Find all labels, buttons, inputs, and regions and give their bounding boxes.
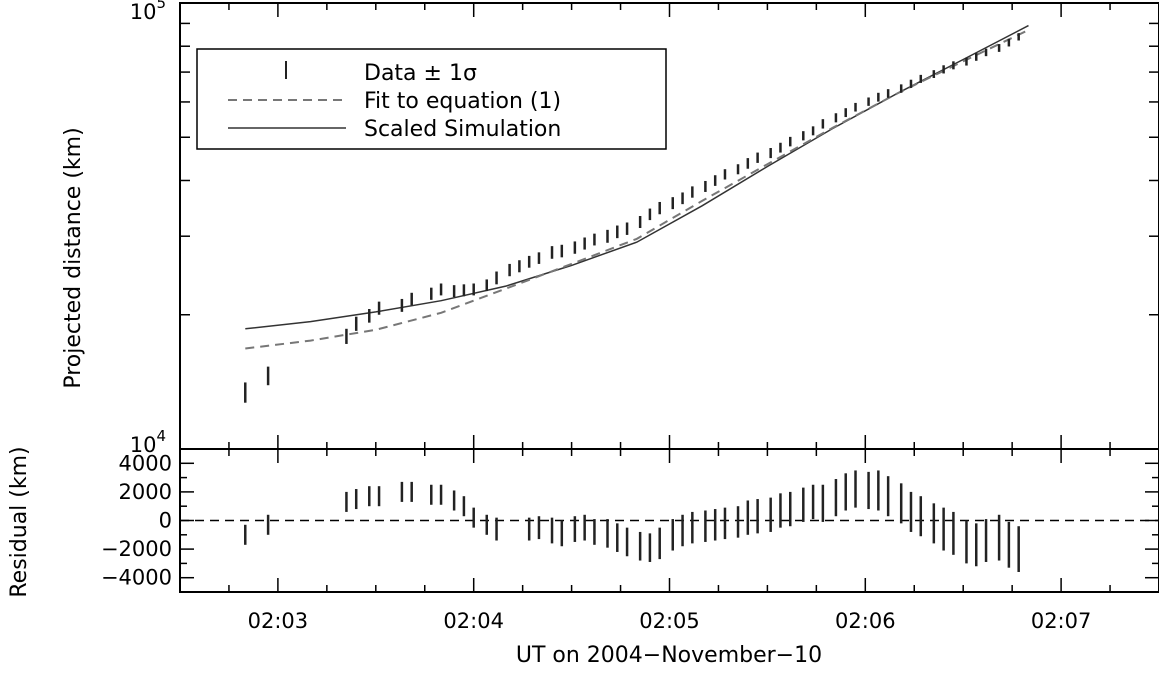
x-tick-label: 02:03: [248, 609, 309, 633]
xlabel: UT on 2004−November−10: [516, 643, 822, 668]
top-y-tick-label: 105: [130, 0, 166, 24]
top-ylabel: Projected distance (km): [61, 127, 86, 388]
legend-label-fit: Fit to equation (1): [364, 89, 561, 114]
bottom-axis-ticks: [180, 449, 1159, 592]
legend: Data ± 1σ Fit to equation (1) Scaled Sim…: [196, 48, 667, 150]
x-tick-labels: 02:03 02:04 02:05 02:06 02:07: [248, 609, 1092, 633]
x-tick-label: 02:06: [835, 609, 896, 633]
fit-line: [245, 29, 1029, 350]
bottom-y-tick-label: 2000: [119, 480, 172, 504]
data-errorbars-layer: [244, 33, 1020, 403]
legend-label-data: Data ± 1σ: [364, 61, 477, 86]
bottom-ylabel: Residual (km): [7, 446, 32, 597]
top-axis-ticks: [180, 3, 1159, 449]
x-tick-label: 02:04: [443, 609, 504, 633]
top-y-tick-labels: 104 105: [130, 0, 166, 457]
x-tick-label: 02:07: [1031, 609, 1092, 633]
residual-errorbars-layer: [244, 470, 1020, 572]
bottom-y-tick-label: 4000: [119, 451, 172, 475]
bottom-y-tick-labels: −4000 −2000 0 2000 4000: [101, 451, 172, 589]
x-tick-label: 02:05: [639, 609, 700, 633]
top-y-tick-label: 104: [130, 427, 166, 457]
bottom-y-tick-label: −4000: [101, 566, 172, 590]
bottom-y-tick-label: 0: [159, 509, 172, 533]
bottom-y-tick-label: −2000: [101, 537, 172, 561]
legend-label-simulation: Scaled Simulation: [364, 117, 561, 142]
fit-layer: [245, 29, 1029, 350]
